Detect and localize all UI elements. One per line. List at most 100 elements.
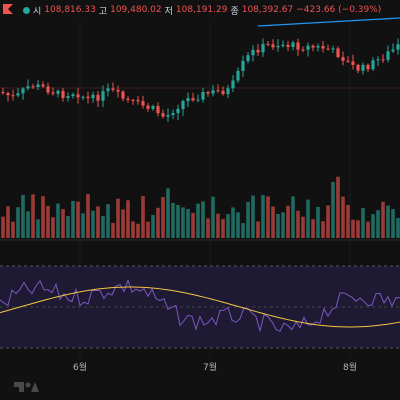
volume-bar — [26, 211, 30, 238]
candle-body — [166, 114, 170, 117]
candle-body — [86, 96, 90, 99]
candle-body — [41, 84, 45, 87]
volume-bar — [196, 203, 200, 238]
volume-bar — [206, 218, 210, 238]
candle-body — [256, 49, 260, 53]
candle-body — [321, 46, 325, 49]
candle-body — [6, 93, 10, 96]
candle-body — [391, 49, 395, 52]
candle-body — [216, 90, 220, 92]
candle-body — [176, 108, 180, 114]
candle-body — [351, 61, 355, 65]
volume-bar — [356, 220, 360, 238]
symbol-status-dot-icon — [23, 6, 30, 14]
candle-body — [116, 89, 120, 92]
candle-body — [46, 86, 50, 93]
candle-body — [1, 92, 5, 94]
volume-bar — [231, 207, 235, 238]
volume-bar — [201, 201, 205, 238]
close-value: 108,392.67 — [241, 5, 294, 15]
candle-body — [386, 51, 390, 60]
candle-body — [396, 44, 400, 50]
volume-bar — [166, 188, 170, 238]
volume-bar — [156, 207, 160, 238]
candle-body — [381, 59, 385, 61]
candle-body — [136, 99, 140, 102]
volume-bar — [216, 213, 220, 238]
candle-body — [261, 43, 265, 53]
candle-body — [131, 99, 135, 101]
close-label: 종 — [230, 6, 239, 17]
candle-body — [56, 90, 60, 94]
volume-bar — [41, 196, 45, 238]
candle-body — [111, 88, 115, 90]
candle-body — [31, 86, 35, 88]
candle-body — [231, 80, 235, 89]
volume-bar — [101, 216, 105, 238]
volume-bar — [296, 210, 300, 238]
volume-bar — [291, 196, 295, 238]
rsi-ma-line — [0, 286, 400, 328]
volume-bar — [321, 221, 325, 238]
candle-body — [16, 93, 20, 96]
volume-bar — [16, 207, 20, 238]
rsi-lines — [0, 278, 400, 333]
volume-bar — [311, 219, 315, 238]
volume-bar — [36, 219, 40, 238]
volume-bar — [236, 212, 240, 238]
candle-body — [196, 99, 200, 101]
volume-bar — [141, 196, 145, 238]
candle-body — [191, 98, 195, 101]
volume-bar — [56, 203, 60, 238]
candle-body — [271, 44, 275, 48]
candle-body — [156, 105, 160, 114]
open-label: 시 — [33, 6, 42, 17]
volume-bar — [331, 181, 335, 238]
candle-body — [121, 91, 125, 99]
candle-body — [376, 59, 380, 61]
candle-body — [36, 84, 40, 87]
volume-bar — [61, 209, 65, 238]
candle-body — [296, 42, 300, 50]
volume-bar — [111, 222, 115, 238]
volume-bar — [76, 201, 80, 238]
volume-bar — [326, 205, 330, 238]
volume-bar — [21, 194, 25, 238]
volume-bar — [96, 206, 100, 238]
candle-body — [186, 98, 190, 102]
candle-body — [306, 45, 310, 50]
candles — [1, 17, 400, 122]
candle-body — [251, 49, 255, 56]
volume-bar — [336, 176, 340, 238]
volume-bar — [361, 208, 365, 238]
volume-bar — [51, 217, 55, 238]
volume-bar — [266, 196, 270, 238]
candle-body — [316, 46, 320, 48]
x-axis: 6월 7월 8월 — [73, 361, 357, 373]
high-label: 고 — [98, 6, 108, 17]
volume-bar — [186, 208, 190, 238]
candle-body — [66, 96, 70, 99]
candle-body — [346, 60, 350, 62]
candle-body — [141, 101, 145, 106]
candle-body — [361, 64, 365, 71]
volume-bar — [376, 210, 380, 238]
change-value: −423.66 (−0.39%) — [296, 5, 382, 15]
candle-body — [241, 61, 245, 71]
volume-bar — [131, 221, 135, 238]
candle-body — [91, 94, 95, 99]
trendline — [257, 17, 400, 27]
candle-body — [206, 92, 210, 94]
candle-body — [96, 94, 100, 101]
volume-bar — [116, 198, 120, 238]
volume-bar — [71, 201, 75, 238]
candle-body — [366, 64, 370, 70]
volume-bar — [396, 217, 400, 238]
volume-bar — [276, 213, 280, 238]
tradingview-logo-icon[interactable] — [3, 4, 13, 14]
volume-bar — [66, 216, 70, 238]
candle-body — [211, 90, 215, 94]
candle-body — [81, 96, 85, 98]
